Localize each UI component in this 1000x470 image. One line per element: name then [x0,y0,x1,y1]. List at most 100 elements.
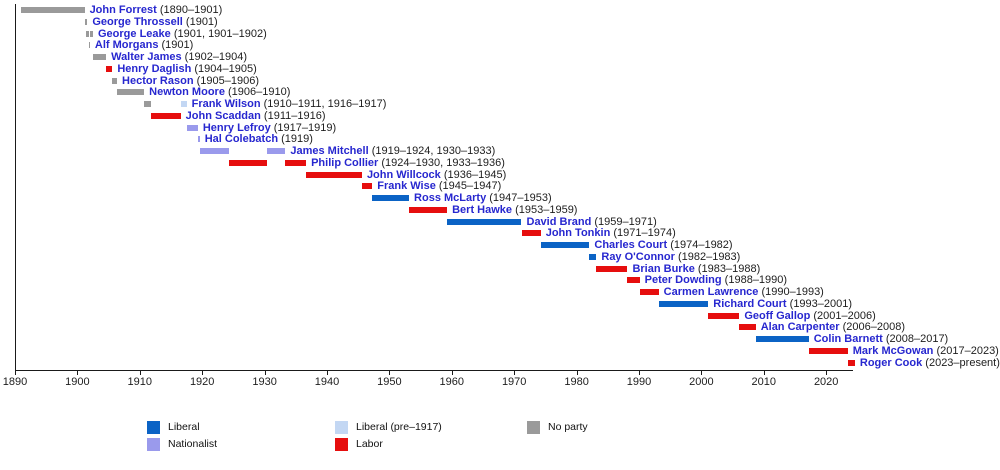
premier-name-link[interactable]: Peter Dowding [644,274,722,287]
premier-row-label: Bert Hawke (1953–1959) [452,203,577,216]
timeline-bar-labor [361,183,373,190]
legend-swatch-nationalist [147,438,160,451]
timeline-bar-nationalist [186,124,198,131]
premier-name-link[interactable]: John Forrest [89,4,157,16]
premier-years: (1924–1930, 1933–1936) [378,156,505,169]
premier-name-link[interactable]: Alf Morgans [94,39,159,52]
timeline-bar-nationalist [199,148,229,154]
premier-name-link[interactable]: Mark McGowan [852,344,934,357]
x-axis-line [15,370,854,371]
premier-row-label: John Willcock (1936–1945) [366,168,506,181]
premier-row-label: Ross McLarty (1947–1953) [414,193,552,204]
premier-years: (2001–2006) [810,309,876,322]
premier-name-link[interactable]: Geoff Gallop [744,309,811,322]
x-axis-tick [139,370,141,375]
premier-row-label: Ray O'Connor (1982–1983) [601,250,741,263]
premier-years: (1988–1990) [721,274,788,287]
premier-name-link[interactable]: Newton Moore [149,86,225,99]
premier-name-link[interactable]: Philip Collier [311,156,379,169]
premier-name-link[interactable]: James Mitchell [290,145,369,157]
x-axis-tick-label: 1980 [564,376,589,388]
legend-item-label: Nationalist [168,438,218,450]
premier-row-label: Alf Morgans (1901) [95,40,193,51]
premier-row-label: Mark McGowan (2017–2023) [852,344,999,357]
timeline-bar-no_party [86,30,90,37]
x-axis-tick [763,370,765,375]
premier-name-link[interactable]: Bert Hawke [452,203,513,216]
premier-name-link[interactable]: Alan Carpenter [760,321,840,334]
x-axis-tick-label: 2020 [813,376,839,388]
timeline-bar-labor [285,159,307,166]
timeline-bar-no_party [88,42,91,49]
premier-row-label: Peter Dowding (1988–1990) [645,275,787,286]
premier-name-link[interactable]: John Tonkin [545,227,611,240]
premier-name-link[interactable]: Henry Lefroy [202,121,271,134]
premier-name-link[interactable]: Henry Daglish [117,62,192,75]
premier-years: (2017–2023) [933,344,999,357]
legend: Political parties: LiberalNationalistLib… [0,410,1000,470]
premier-name-link[interactable]: John Scaddan [185,109,261,122]
premier-name-link[interactable]: David Brand [526,215,592,228]
premier-name-link[interactable]: George Throssell [92,15,183,28]
premier-name-link[interactable]: Walter James [111,51,182,63]
timeline-bar-labor [708,312,740,319]
x-axis-tick [327,370,328,375]
legend-item-label: No party [548,421,588,433]
timeline-bar-no_party [93,54,107,60]
timeline-bar-liberal [447,218,522,225]
x-axis-tick-label: 1970 [501,376,527,388]
timeline-bar-no_party [144,101,151,107]
timeline-bar-labor [409,206,448,213]
timeline-bar-labor [306,171,362,178]
timeline-bar-labor [521,230,541,237]
premier-years: (1902–1904) [181,51,248,63]
timeline-bar-labor [106,65,113,72]
timeline-bar-no_party [20,7,85,13]
premier-row-label: James Mitchell (1919–1924, 1930–1933) [290,146,495,157]
premier-years: (1993–2001) [786,297,853,310]
premier-years: (1901) [182,15,218,28]
premier-name-link[interactable]: Frank Wise [377,180,436,193]
x-axis-tick-label: 1940 [314,376,340,388]
x-axis-tick [639,370,640,375]
premier-name-link[interactable]: Hector Rason [122,74,194,87]
premier-row-label: Henry Lefroy (1917–1919) [202,121,336,134]
timeline-bar-liberal [540,242,590,248]
premier-years: (1890–1901) [156,4,223,16]
premier-years: (1911–1916) [260,109,326,122]
premier-row-label: Walter James (1902–1904) [111,52,247,63]
premier-name-link[interactable]: Colin Barnett [813,333,883,345]
x-axis-tick-label: 1930 [252,376,277,388]
premier-name-link[interactable]: Charles Court [594,239,668,251]
premier-name-link[interactable]: Roger Cook [859,356,923,369]
premier-name-link[interactable]: George Leake [98,27,171,40]
timeline-bar-labor [596,265,628,272]
premier-years: (1982–1983) [674,250,741,263]
premier-name-link[interactable]: Frank Wilson [191,98,261,110]
premier-row-label: Alan Carpenter (2006–2008) [761,322,905,333]
timeline-bar-liberal [589,253,597,260]
timeline-bar-no_party [112,77,118,84]
premier-name-link[interactable]: John Willcock [366,168,441,181]
premier-name-link[interactable]: Carmen Lawrence [663,286,759,298]
x-axis-tick [77,370,79,375]
premier-name-link[interactable]: Ray O'Connor [601,250,675,263]
premier-row-label: Richard Court (1993–2001) [713,297,853,310]
timeline-bar-no_party [89,30,93,37]
premier-row-label: Philip Collier (1924–1930, 1933–1936) [311,156,505,169]
timeline-bar-labor [627,277,640,284]
timeline-bar-liberal [755,336,809,342]
premier-row-label: Roger Cook (2023–present) [859,356,1000,369]
premier-row-label: Hal Colebatch (1919) [205,134,313,145]
x-axis-tick-label: 1890 [2,376,28,388]
legend-item-label: Labor [356,438,383,450]
premier-name-link[interactable]: Ross McLarty [414,192,487,204]
premier-name-link[interactable]: Hal Colebatch [204,133,279,146]
premier-name-link[interactable]: Richard Court [713,297,787,310]
premier-name-link[interactable]: Brian Burke [632,262,695,275]
x-axis-tick [576,370,578,375]
premier-years: (1919) [278,133,313,146]
premier-row-label: John Tonkin (1971–1974) [546,228,676,239]
premier-row-label: Brian Burke (1983–1988) [632,262,760,275]
